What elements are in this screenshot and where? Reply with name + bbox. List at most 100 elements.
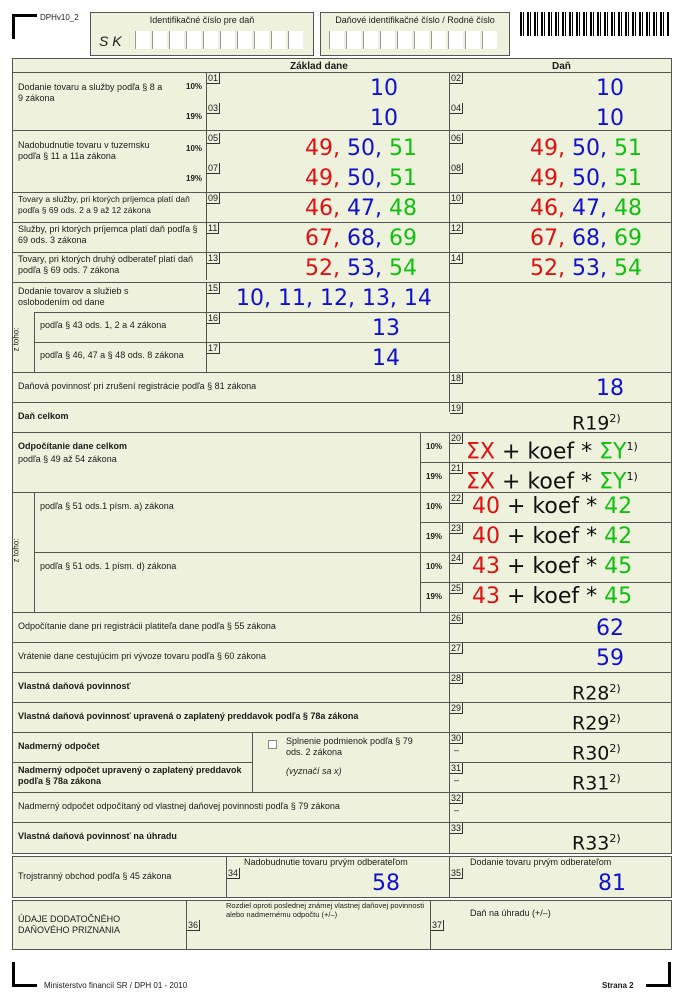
line-04: 04 [450,103,464,114]
row1-pct10: 10% [186,82,203,91]
value-15[interactable]: 10, 11, 12, 13, 14 [236,286,432,311]
value-16[interactable]: 13 [372,316,400,341]
line-06: 06 [450,133,464,144]
dodatocne-box [12,900,672,950]
dash-32: – [454,805,460,815]
row9-label: Tovary a služby, pri ktorých príjemca pl… [18,194,190,215]
line-05: 05 [207,133,221,144]
row36-head: Rozdiel oproti poslednej známej vlastnej… [226,901,425,919]
value-13[interactable]: 52, 53, 54 [305,256,417,281]
value-09[interactable]: 46, 47, 48 [305,196,417,221]
row18-label: Daňová povinnosť pri zrušení registrácie… [18,381,257,391]
row25-pct19: 19% [426,592,443,601]
row13-label: Tovary, pri ktorých druhý odberateľ plat… [18,254,194,275]
value-29[interactable]: R292) [572,712,621,735]
row17-label: podľa § 46, 47 a § 48 ods. 8 zákona [40,350,184,360]
line-11: 11 [207,223,220,234]
corner-mark-br [646,962,671,987]
line-23: 23 [450,523,464,534]
row19-label: Daň celkom [18,411,69,421]
line-28: 28 [450,673,464,684]
value-04[interactable]: 10 [596,106,624,131]
row20-pct10: 10% [426,442,443,451]
footer-left: Ministerstvo financií SR / DPH 01 - 2010 [44,981,188,990]
value-24[interactable]: 43 + koef * 45 [472,554,633,579]
value-33[interactable]: R332) [572,832,621,855]
line-12: 12 [450,223,464,234]
row5-pct19: 19% [186,174,203,183]
value-31[interactable]: R312) [572,772,621,795]
row22-label: podľa § 51 ods.1 písm. a) zákona [40,501,174,511]
main-form [12,58,672,854]
value-21[interactable]: ΣX + koef * ΣY1) [466,469,638,495]
line-01: 01 [207,73,221,84]
row20-label: Odpočítanie dane celkom [18,441,128,451]
value-18[interactable]: 18 [596,376,624,401]
row31-label: Nadmerný odpočet upravený o zaplatený pr… [18,765,242,786]
value-20[interactable]: ΣX + koef * ΣY1) [466,439,638,465]
value-19[interactable]: R192) [572,412,621,435]
line-09: 09 [207,193,221,204]
line-03: 03 [207,103,221,114]
column-base: Základ dane [290,61,348,72]
row29-label: Vlastná daňová povinnosť upravená o zapl… [18,711,359,721]
line-19: 19 [450,403,464,414]
line-37: 37 [431,920,445,931]
value-22[interactable]: 40 + koef * 42 [472,494,633,519]
row32-label: Nadmerný odpočet odpočítaný od vlastnej … [18,801,340,811]
row16-label: podľa § 43 ods. 1, 2 a 4 zákona [40,320,167,330]
value-26[interactable]: 62 [596,616,624,641]
ic-label: Identifikačné číslo pre daň [149,15,255,25]
value-17[interactable]: 14 [372,346,400,371]
row1-pct19: 19% [186,112,203,121]
line-13: 13 [207,253,221,264]
dash-30: – [454,745,460,755]
ic-cells[interactable] [135,31,303,49]
value-35[interactable]: 81 [598,871,626,896]
value-05[interactable]: 49, 50, 51 [305,136,417,161]
value-06[interactable]: 49, 50, 51 [530,136,642,161]
row26-label: Odpočítanie dane pri registrácii platite… [18,621,276,631]
value-11[interactable]: 67, 68, 69 [305,226,417,251]
line-31: 31 [450,763,464,774]
r30-checkbox[interactable] [268,740,277,749]
row21-pct19: 19% [426,472,443,481]
value-30[interactable]: R302) [572,742,621,765]
row30-label: Nadmerný odpočet [18,741,100,751]
dic-box: Daňové identifikačné číslo / Rodné číslo [320,12,510,56]
value-27[interactable]: 59 [596,646,624,671]
value-28[interactable]: R282) [572,682,621,705]
line-17: 17 [207,343,221,354]
value-25[interactable]: 43 + koef * 45 [472,584,633,609]
row30-check-label: Splnenie podmienok podľa § 79 ods. 2 zák… [286,736,413,757]
line-33: 33 [450,823,464,834]
value-34[interactable]: 58 [372,871,400,896]
line-27: 27 [450,643,464,654]
row11-label: Služby, pri ktorých príjemca platí daň p… [18,224,198,245]
line-02: 02 [450,73,464,84]
value-23[interactable]: 40 + koef * 42 [472,524,633,549]
value-08[interactable]: 49, 50, 51 [530,166,642,191]
value-01[interactable]: 10 [370,76,398,101]
row30-hint: (vyznačí sa x) [286,766,342,776]
value-07[interactable]: 49, 50, 51 [305,166,417,191]
ic-value: S K [99,33,122,49]
row22-pct10: 10% [426,502,443,511]
value-10[interactable]: 46, 47, 48 [530,196,642,221]
corner-mark-bl [12,962,37,987]
row20-sub: podľa § 49 až 54 zákona [18,454,117,464]
corner-mark-tl [12,14,37,39]
line-16: 16 [207,313,221,324]
row37-head: Daň na úhradu (+/–) [470,908,551,918]
dic-label: Daňové identifikačné číslo / Rodné číslo [335,15,495,25]
value-02[interactable]: 10 [596,76,624,101]
dic-cells[interactable] [329,31,497,49]
value-12[interactable]: 67, 68, 69 [530,226,642,251]
line-34: 34 [227,868,241,879]
value-14[interactable]: 52, 53, 54 [530,256,642,281]
row28-label: Vlastná daňová povinnosť [18,681,131,691]
value-03[interactable]: 10 [370,106,398,131]
footer-right: Strana 2 [602,981,634,990]
line-18: 18 [450,373,464,384]
line-14: 14 [450,253,464,264]
